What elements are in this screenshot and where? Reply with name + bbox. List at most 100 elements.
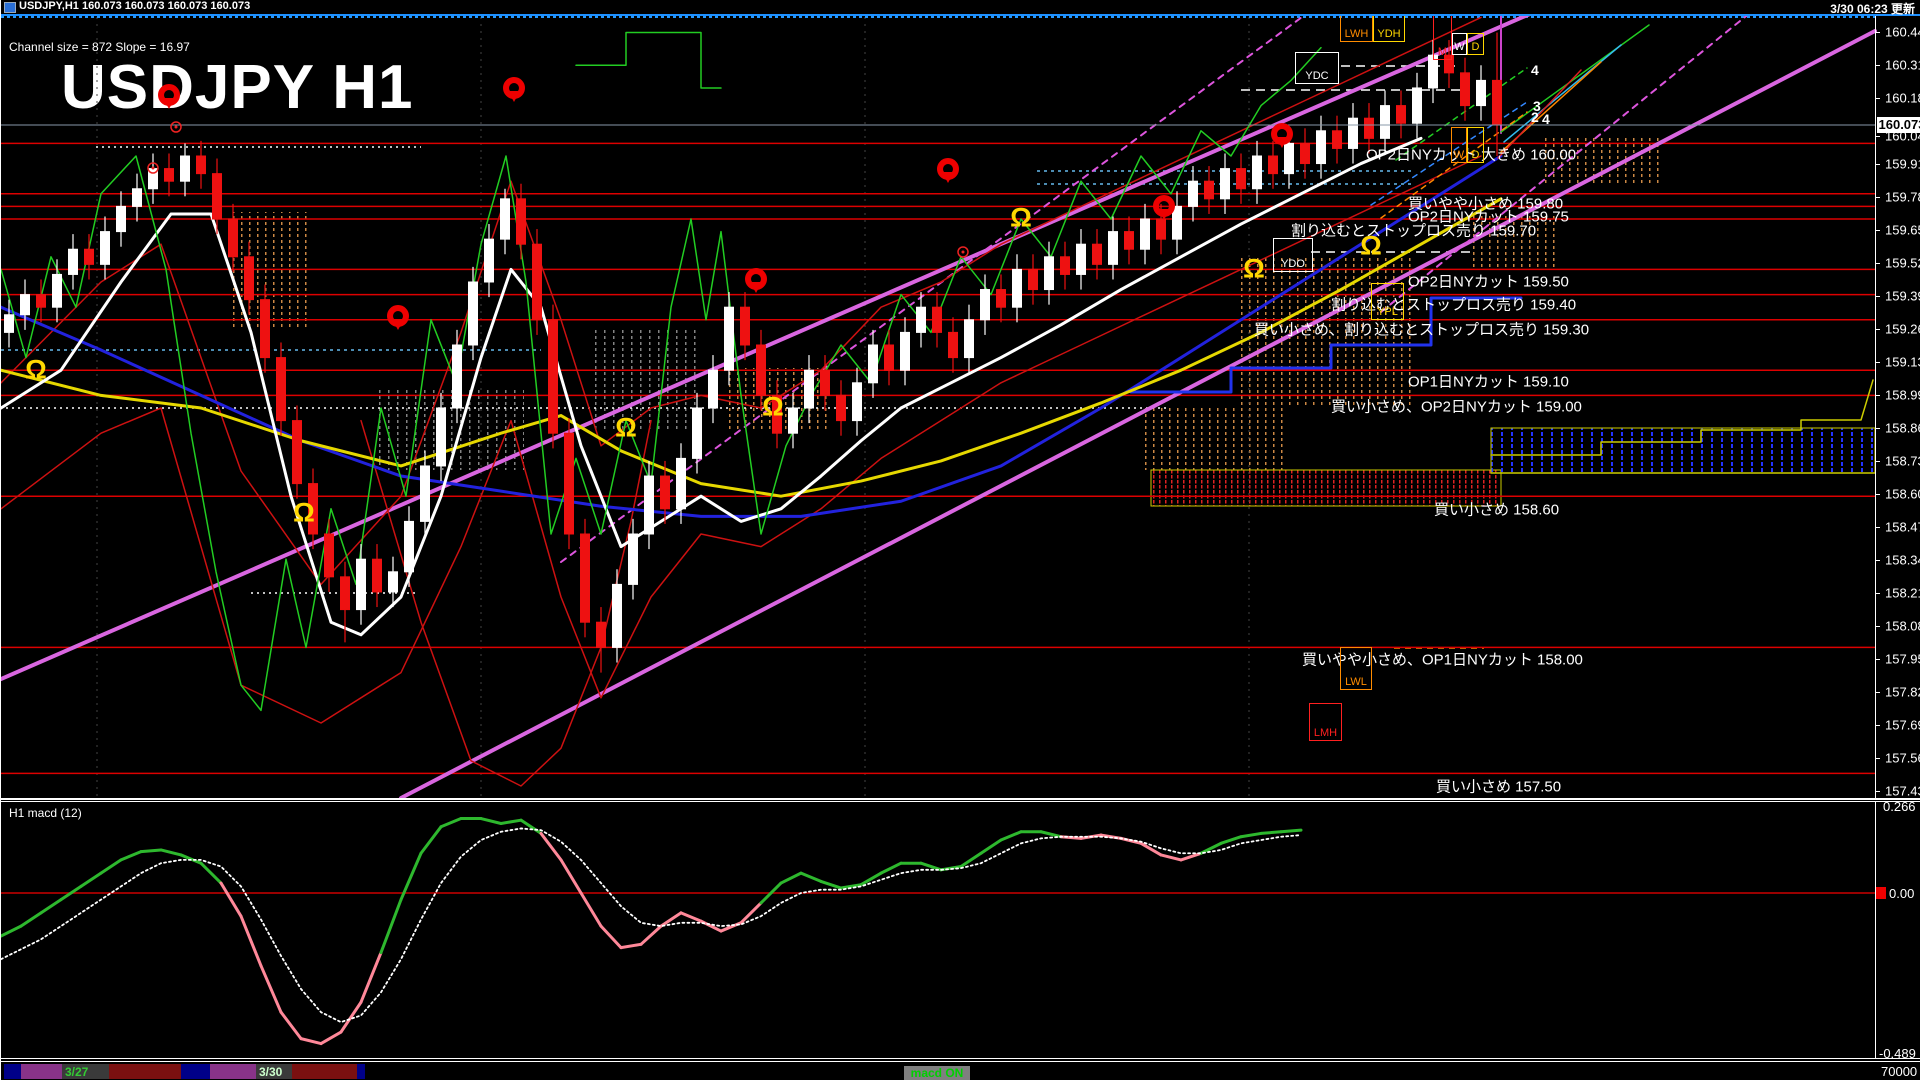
timeline-segment [21, 1064, 62, 1079]
macd-line [79, 871, 103, 888]
price-axis-tick [1875, 65, 1880, 66]
candle-body [228, 218, 238, 258]
candle-body [260, 299, 270, 359]
candle-body [964, 319, 974, 359]
candle-body [436, 407, 446, 467]
candle-body [1428, 54, 1438, 89]
macd-line [159, 848, 183, 857]
price-axis-tick [1875, 197, 1880, 198]
macd-line [319, 1030, 343, 1046]
macd-line [859, 871, 883, 887]
price-axis-label: 159.915 [1885, 156, 1920, 172]
signal-ring-dot [961, 250, 965, 254]
candle-body [52, 273, 62, 308]
sell-arrow-head [1276, 137, 1288, 148]
orange-projection-dashed [1380, 111, 1528, 219]
macd-line [539, 831, 563, 862]
macd-line [239, 914, 263, 968]
candle-body [884, 344, 894, 371]
candle-body [1204, 180, 1214, 200]
candle-body [564, 432, 574, 535]
candle-body [404, 520, 414, 573]
macd-line [1219, 835, 1243, 845]
order-annotation: OP2日NYカット 159.50 [1408, 273, 1569, 291]
symbol-ohlc-readout: USDJPY,H1 160.073 160.073 160.073 160.07… [19, 0, 251, 12]
price-axis-label: 159.785 [1885, 189, 1920, 205]
order-annotation: 割り込むとストップロス売り 159.70 [1291, 222, 1537, 240]
projection-numeral: 4 [1542, 111, 1550, 127]
candle-body [276, 357, 286, 422]
current-price-label: 160.073 [1877, 117, 1920, 133]
timeline-date-label: 3/27 [65, 1065, 89, 1079]
candle-body [324, 533, 334, 578]
red-ray [1497, 69, 1582, 159]
price-axis-label: 158.340 [1885, 552, 1920, 568]
candle-body [548, 319, 558, 434]
candle-body [820, 369, 830, 396]
candle-body [244, 256, 254, 301]
candle-body [804, 369, 814, 409]
price-axis-tick [1875, 263, 1880, 264]
candle-body [36, 294, 46, 308]
white-ma [1, 136, 1423, 637]
candle-body [1108, 231, 1118, 265]
macd-line [639, 924, 663, 946]
pivot-box-ypl: YPL [1371, 283, 1404, 320]
macd-line [979, 838, 1003, 855]
macd-line [339, 1000, 363, 1034]
candle-body [756, 344, 766, 396]
price-axis-label: 158.470 [1885, 519, 1920, 535]
macd-line [479, 817, 503, 825]
trendline-magenta-dashed-1 [560, 5, 1318, 563]
macd-on-button[interactable]: macd ON [904, 1066, 970, 1080]
price-axis-tick [1875, 692, 1880, 693]
price-axis-tick [1875, 98, 1880, 99]
timeline-segment [109, 1064, 181, 1079]
macd-line [739, 901, 763, 925]
pivot-box-w: W [1452, 33, 1467, 55]
scale-label: 70000 [1881, 1064, 1918, 1079]
signal-ring-dot [151, 166, 155, 170]
panel-divider-bottom[interactable] [1, 1058, 1920, 1062]
candle-body [1124, 231, 1134, 250]
candle-body [916, 306, 926, 333]
green-projection-dashed [1395, 67, 1528, 161]
candle-body [596, 621, 606, 648]
macd-line [879, 861, 903, 875]
candle-body [292, 420, 302, 485]
candle-body [580, 533, 590, 623]
order-annotation: OP2日NYカット 大きめ 160.00 [1366, 146, 1577, 164]
last-update-timestamp: 3/30 06:23 更新 [1830, 2, 1915, 16]
price-axis-tick [1875, 362, 1880, 363]
price-axis-tick [1875, 593, 1880, 594]
timeline-segment [181, 1064, 210, 1079]
macd-zero-marker [1876, 887, 1886, 899]
timeline-date-label: 3/30 [259, 1065, 283, 1079]
blue-projection-dashed [1370, 101, 1528, 206]
candle-body [116, 205, 126, 233]
candle-body [1140, 218, 1150, 250]
price-axis-label: 157.690 [1885, 717, 1920, 733]
price-axis-label: 158.995 [1885, 387, 1920, 403]
price-axis-label: 158.605 [1885, 486, 1920, 502]
timeline-segment [357, 1064, 365, 1079]
candle-body [772, 394, 782, 434]
candle-body [212, 173, 222, 220]
macd-line [259, 964, 283, 1014]
macd-line [359, 951, 383, 1004]
price-axis-tick [1875, 296, 1880, 297]
price-axis-tick [1875, 230, 1880, 231]
panel-divider[interactable] [1, 798, 1920, 802]
macd-line [1159, 853, 1183, 862]
candle-body [452, 344, 462, 409]
green-ray [1500, 24, 1650, 133]
price-axis-label: 160.310 [1885, 57, 1920, 73]
candle-body [788, 407, 798, 434]
price-axis-tick [1875, 395, 1880, 396]
signal-ring-icon [170, 121, 182, 133]
price-axis-label: 160.180 [1885, 90, 1920, 106]
sell-arrow-head [508, 91, 520, 102]
price-axis-label: 158.210 [1885, 585, 1920, 601]
